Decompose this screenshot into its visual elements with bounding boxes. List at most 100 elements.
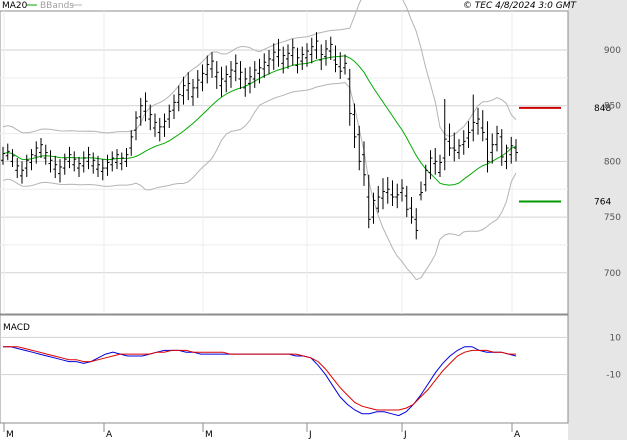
ohlc-bar [485,121,490,173]
ohlc-bar [115,149,119,170]
macd-panel-label: MACD [3,323,30,333]
support-level-label: 764 [594,197,611,207]
ohlc-bar [172,94,176,120]
ohlc-bar [96,155,100,177]
ohlc-bar [381,178,385,210]
ma20-legend-label: MA20 [2,1,28,11]
ohlc-bar [309,37,314,64]
ohlc-bar [43,144,48,165]
ohlc-bar [157,117,162,142]
ohlc-bar [77,156,81,177]
ohlc-bar [81,151,86,173]
ohlc-bar [191,78,195,106]
ohlc-bar [290,38,295,66]
ohlc-bar [143,92,148,122]
ohlc-bar [67,146,72,169]
ohlc-bar [499,129,504,166]
ohlc-bar [219,66,224,97]
ohlc-bar [314,32,319,59]
ohlc-bar [124,148,129,167]
macd-panel [0,314,569,424]
ohlc-bar [153,113,157,137]
resistance-level-label: 848 [594,104,611,114]
ohlc-bar [466,121,471,149]
ohlc-bar [433,148,438,175]
ohlc-bar [395,183,400,209]
ohlc-bar [210,52,214,78]
ohlc-bar [186,72,191,101]
ohlc-bar [276,38,281,67]
bband-upper-line [2,0,517,138]
ohlc-bar [390,180,395,206]
axis-side-strip [568,0,627,440]
ohlc-bar [376,185,381,213]
price-tick-label: 850 [604,102,621,112]
ohlc-bar [371,192,376,224]
ohlc-bar [53,155,58,179]
time-tick-label: J [403,430,407,440]
ohlc-bar [229,61,233,88]
price-tick-label: 750 [604,213,621,223]
ohlc-bar [438,154,442,177]
ohlc-bar [224,65,229,93]
bband-lower-line [2,81,517,281]
ohlc-bar [162,113,167,137]
ohlc-bar [419,181,423,201]
ohlc-bar [452,132,457,162]
price-tick-label: 900 [604,46,621,56]
ohlc-bar [233,54,238,82]
ohlc-bar [39,137,43,159]
ohlc-bar [319,44,324,71]
ohlc-bar [343,54,347,75]
ohlc-bar [400,179,404,202]
ohlc-bar [333,45,338,73]
ohlc-bar [20,161,24,184]
ohlc-bar [167,104,172,128]
price-grid [0,11,568,314]
ohlc-bar [286,44,290,69]
copyright-timestamp: © TEC 4/8/2024 3:0 GMT [463,1,578,11]
ohlc-bar [414,208,419,240]
ohlc-bar [176,85,181,112]
ohlc-bar [281,46,286,74]
ohlc-bar [347,68,352,126]
time-tick-label: J [308,430,312,440]
ohlc-bar [58,159,62,183]
ohlc-bar [200,64,205,92]
ohlc-bar [29,149,34,171]
ohlc-bar [357,125,362,171]
ohlc-bar [100,159,105,181]
ohlc-bar [62,153,67,175]
macd-tick-label: 10 [610,333,622,343]
ohlc-bar [271,43,276,71]
bbands-legend-label: BBands [40,1,74,11]
ohlc-bar [490,133,495,164]
ohlc-bar [24,154,29,177]
time-tick-label: A [514,430,521,440]
ohlc-bar [324,39,328,66]
macd-grid [0,336,568,376]
ohlc-bar [504,144,509,170]
ohlc-bar [10,149,15,167]
macd-tick-label: -10 [606,371,621,381]
ohlc-bar [514,139,518,162]
ohlc-bar [34,141,39,164]
price-bars [1,32,518,240]
ohlc-bar [243,67,248,97]
price-tick-label: 800 [604,157,621,167]
ohlc-bar [385,176,390,204]
ohlc-bar [129,130,134,156]
ohlc-bar [134,111,138,141]
price-axis-labels: 700 750 800 850 900 [604,46,621,279]
ohlc-bar [409,197,414,224]
ohlc-bar [352,103,357,149]
ohlc-bar [214,61,219,89]
ohlc-bar [305,43,309,67]
ohlc-bar [447,123,452,156]
ohlc-bar [428,150,433,180]
ohlc-bar [257,58,262,84]
macd-lines [3,346,517,417]
